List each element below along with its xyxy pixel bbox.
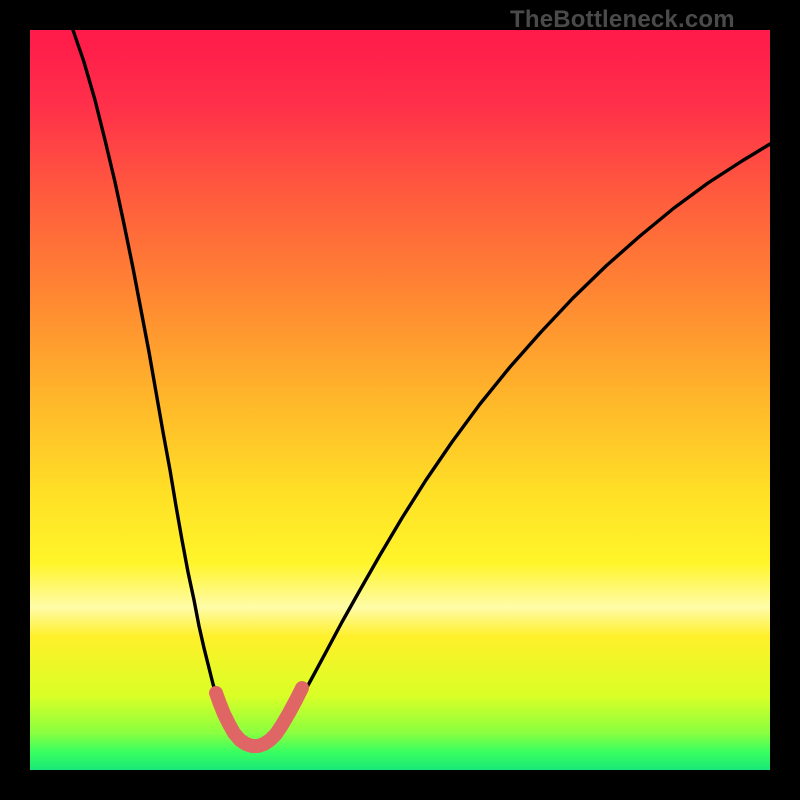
gradient-background xyxy=(30,30,770,770)
bottleneck-chart xyxy=(0,0,800,800)
watermark-text: TheBottleneck.com xyxy=(510,6,735,34)
